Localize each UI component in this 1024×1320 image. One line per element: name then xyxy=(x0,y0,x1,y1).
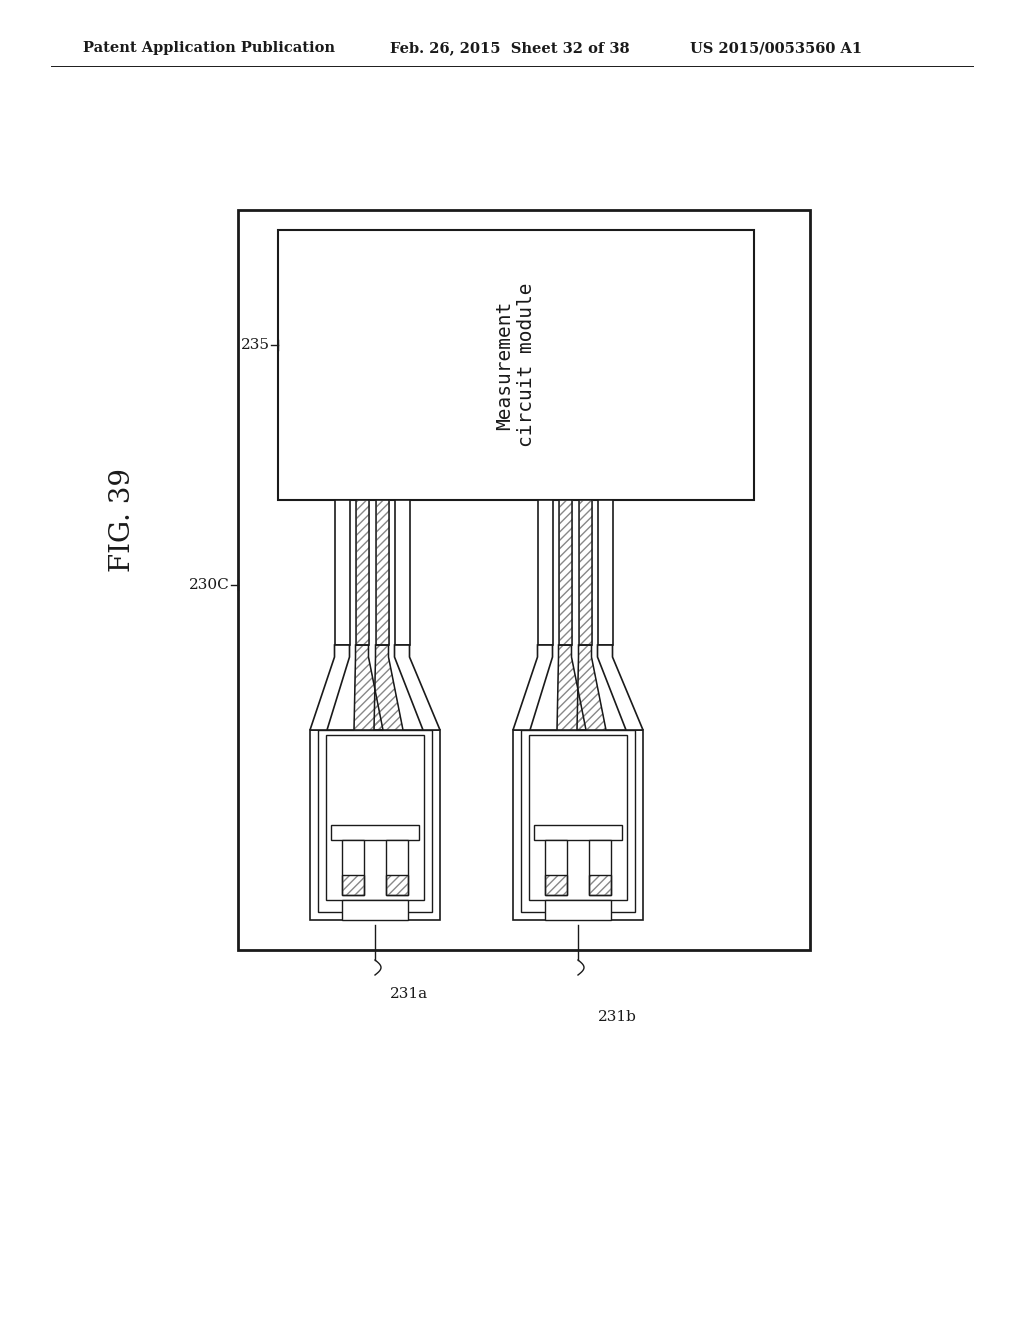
Text: 235: 235 xyxy=(241,338,270,352)
Bar xyxy=(558,500,571,645)
Bar xyxy=(545,840,567,895)
Polygon shape xyxy=(557,645,586,730)
Text: Measurement
circuit module: Measurement circuit module xyxy=(496,282,537,447)
Bar xyxy=(579,500,592,645)
Bar xyxy=(355,500,369,645)
Bar xyxy=(538,500,553,645)
Text: US 2015/0053560 A1: US 2015/0053560 A1 xyxy=(690,41,862,55)
Bar xyxy=(394,500,410,645)
Bar xyxy=(342,875,364,895)
Bar xyxy=(331,825,419,840)
Text: 231a: 231a xyxy=(390,987,428,1001)
Bar xyxy=(376,500,388,645)
Bar xyxy=(529,735,627,900)
Bar xyxy=(521,730,635,912)
Polygon shape xyxy=(513,645,553,730)
Bar xyxy=(558,500,571,645)
Bar xyxy=(589,840,611,895)
Bar xyxy=(386,840,408,895)
Bar xyxy=(545,875,567,895)
Bar xyxy=(589,875,611,895)
Polygon shape xyxy=(597,645,643,730)
Bar xyxy=(376,500,388,645)
Bar xyxy=(597,500,612,645)
Bar xyxy=(342,840,364,895)
Bar xyxy=(355,500,369,645)
Bar xyxy=(342,900,408,920)
Polygon shape xyxy=(394,645,440,730)
Bar xyxy=(238,210,810,950)
Polygon shape xyxy=(354,645,383,730)
Text: Feb. 26, 2015  Sheet 32 of 38: Feb. 26, 2015 Sheet 32 of 38 xyxy=(390,41,630,55)
Bar xyxy=(386,875,408,895)
Bar xyxy=(558,500,571,645)
Bar xyxy=(278,230,754,500)
Bar xyxy=(579,500,592,645)
Bar xyxy=(335,500,349,645)
Bar xyxy=(589,875,611,895)
Polygon shape xyxy=(310,645,349,730)
Bar xyxy=(326,735,424,900)
Bar xyxy=(376,500,388,645)
Bar xyxy=(342,875,364,895)
Bar xyxy=(513,730,643,920)
Text: FIG. 39: FIG. 39 xyxy=(109,469,135,572)
Polygon shape xyxy=(374,645,403,730)
Text: 231b: 231b xyxy=(598,1010,637,1024)
Bar xyxy=(545,875,567,895)
Polygon shape xyxy=(577,645,606,730)
Bar xyxy=(318,730,432,912)
Text: 230C: 230C xyxy=(189,578,230,591)
Bar xyxy=(534,825,622,840)
Bar xyxy=(310,730,440,920)
Bar xyxy=(355,500,369,645)
Bar xyxy=(579,500,592,645)
Bar xyxy=(545,900,611,920)
Text: Patent Application Publication: Patent Application Publication xyxy=(83,41,335,55)
Bar xyxy=(386,875,408,895)
